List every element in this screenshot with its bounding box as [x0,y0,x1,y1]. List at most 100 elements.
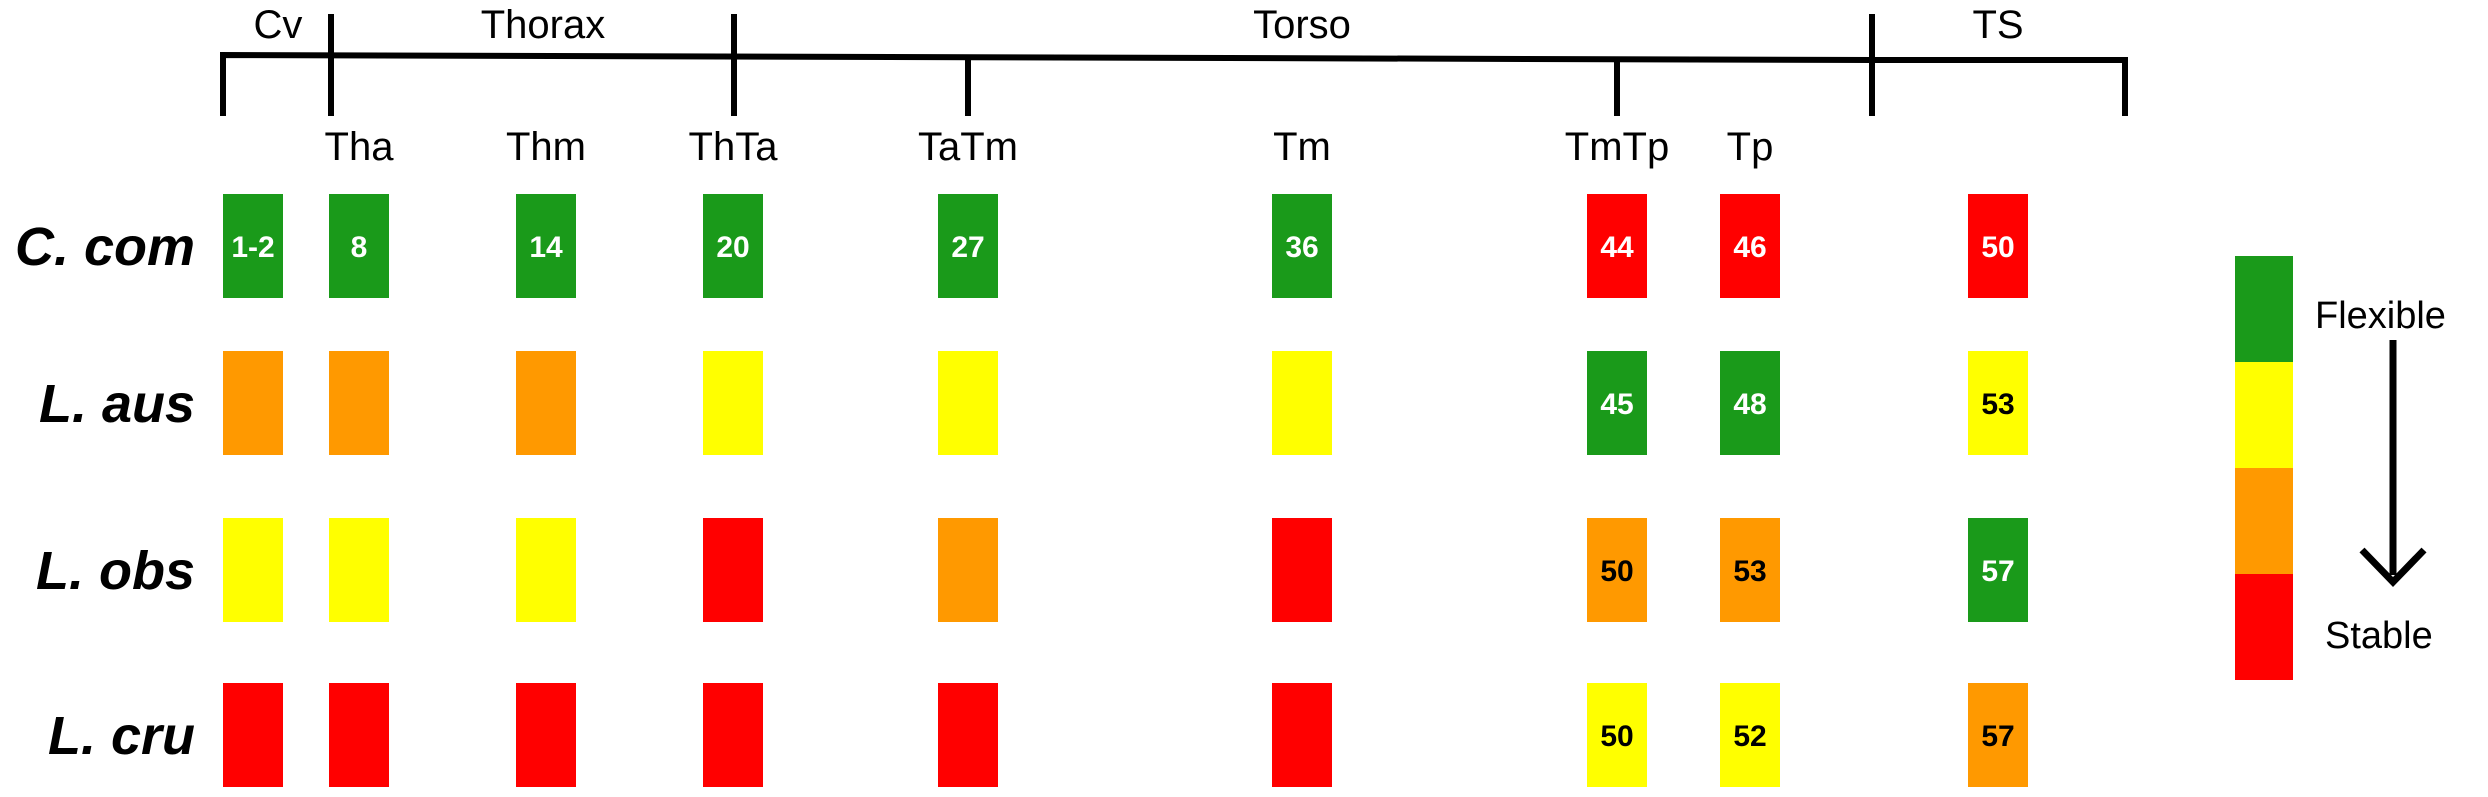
cell [1272,683,1332,787]
cell-value: 50 [1600,555,1633,588]
cell-swatch [1587,351,1647,455]
cell [703,683,763,787]
cell: 53 [1720,518,1780,622]
cell-value: 36 [1285,231,1318,264]
row-label: C. com [15,217,195,277]
cell-swatch [329,518,389,622]
cell: 50 [1587,683,1647,787]
cell-swatch [516,194,576,298]
cell-swatch [938,518,998,622]
cell-swatch [1587,518,1647,622]
region-labels: Cv Thorax Torso TS [254,3,2024,47]
cell-value: 44 [1600,231,1634,264]
cell: 50 [1587,518,1647,622]
cell-swatch [938,683,998,787]
cell: 36 [1272,194,1332,298]
cell-swatch [223,351,283,455]
cell-value: 57 [1981,555,2014,588]
row-label: L. cru [48,706,195,766]
region-bracket-line [220,51,2128,116]
cell-value: 53 [1981,388,2014,421]
cell [223,351,283,455]
cell-swatch [223,683,283,787]
cell [938,518,998,622]
cell [516,518,576,622]
cell: 46 [1720,194,1780,298]
cell-swatch [703,683,763,787]
cell: 57 [1968,518,2028,622]
cell: 14 [516,194,576,298]
region-label-ts: TS [1972,3,2023,47]
cell [1272,351,1332,455]
cell-value: 14 [529,231,563,264]
cell-swatch [516,351,576,455]
column-label-tmtp: TmTp [1565,125,1669,169]
legend-swatch-stable [2235,574,2293,680]
cell-swatch [1968,351,2028,455]
cell-swatch [1272,351,1332,455]
cell-value: 45 [1600,388,1633,421]
legend-swatch-moderately-stable [2235,468,2293,574]
column-label-tp: Tp [1727,125,1774,169]
cell: 57 [1968,683,2028,787]
cell-swatch [223,518,283,622]
cell: 53 [1968,351,2028,455]
column-label-tm: Tm [1273,125,1331,169]
cell-swatch [1720,351,1780,455]
cell-value: 1-2 [231,231,274,264]
cell-swatch [1272,683,1332,787]
legend: Flexible Stable [2235,256,2446,680]
cell-swatch [703,518,763,622]
region-label-cv: Cv [254,3,303,47]
cell [329,518,389,622]
cell-value: 27 [951,231,984,264]
legend-swatch-flexible [2235,256,2293,362]
column-label-tha: Tha [325,125,395,169]
cell-swatch [1587,683,1647,787]
region-bracket [220,14,2128,116]
cell-swatch [516,683,576,787]
legend-label-flexible: Flexible [2315,295,2446,337]
region-label-thorax: Thorax [481,3,606,47]
cell-swatch [1272,194,1332,298]
cell-swatch [1968,518,2028,622]
cell-value: 50 [1600,720,1633,753]
cell [516,683,576,787]
cell-value: 50 [1981,231,2014,264]
legend-swatch-moderately-flexible [2235,362,2293,468]
cell [1272,518,1332,622]
cell: 52 [1720,683,1780,787]
cell: 20 [703,194,763,298]
cell-swatch [329,683,389,787]
cell-swatch [703,194,763,298]
legend-label-stable: Stable [2325,615,2433,657]
cell [329,351,389,455]
column-label-thta: ThTa [689,125,779,169]
cell: 27 [938,194,998,298]
cell [223,683,283,787]
cell: 8 [329,194,389,298]
cell-swatch [329,351,389,455]
cell-value: 48 [1733,388,1766,421]
cell [516,351,576,455]
cell-value: 53 [1733,555,1766,588]
cell-swatch [703,351,763,455]
cell-swatch [1720,518,1780,622]
cell [938,683,998,787]
column-labels: Tha Thm ThTa TaTm Tm TmTp Tp [325,125,1774,169]
cell [938,351,998,455]
cell [703,351,763,455]
cell: 48 [1720,351,1780,455]
cell: 50 [1968,194,2028,298]
down-arrow-icon [2359,340,2427,588]
region-label-torso: Torso [1253,3,1351,47]
cell-swatch [1968,194,2028,298]
cell-grid: 1-2 8 14 20 27 36 44 46 50 45 48 53 50 53 57 50 52 57 [223,194,2028,787]
row-label: L. obs [36,541,195,601]
cell-swatch [938,351,998,455]
cell-value: 20 [716,231,749,264]
cell-swatch [1272,518,1332,622]
cell-swatch [938,194,998,298]
cell: 44 [1587,194,1647,298]
